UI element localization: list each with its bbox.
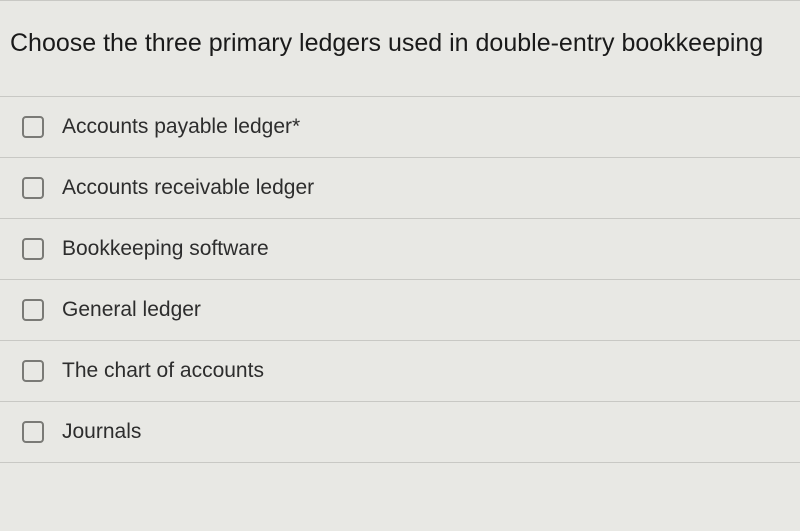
option-label: Bookkeeping software	[62, 237, 269, 261]
option-row[interactable]: Bookkeeping software	[0, 219, 800, 280]
option-row[interactable]: General ledger	[0, 280, 800, 341]
options-list: Accounts payable ledger* Accounts receiv…	[0, 96, 800, 463]
option-label: Accounts receivable ledger	[62, 176, 314, 200]
option-label: Journals	[62, 420, 141, 444]
checkbox-option-2[interactable]	[22, 238, 44, 260]
option-row[interactable]: Accounts receivable ledger	[0, 158, 800, 219]
option-label: The chart of accounts	[62, 359, 264, 383]
checkbox-option-4[interactable]	[22, 360, 44, 382]
question-prompt: Choose the three primary ledgers used in…	[0, 0, 800, 96]
quiz-container: Choose the three primary ledgers used in…	[0, 0, 800, 463]
checkbox-option-0[interactable]	[22, 116, 44, 138]
option-label: General ledger	[62, 298, 201, 322]
option-row[interactable]: Accounts payable ledger*	[0, 97, 800, 158]
checkbox-option-5[interactable]	[22, 421, 44, 443]
option-label: Accounts payable ledger*	[62, 115, 300, 139]
option-row[interactable]: Journals	[0, 402, 800, 463]
checkbox-option-3[interactable]	[22, 299, 44, 321]
option-row[interactable]: The chart of accounts	[0, 341, 800, 402]
checkbox-option-1[interactable]	[22, 177, 44, 199]
